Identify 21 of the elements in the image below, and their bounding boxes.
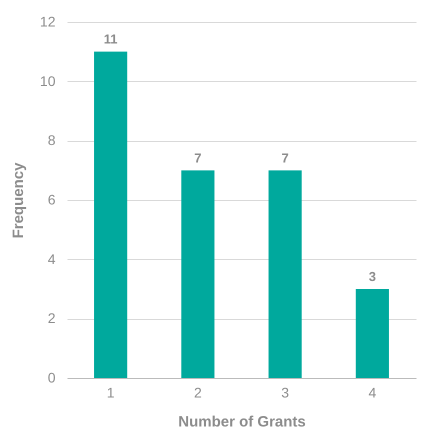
- y-tick-label: 6: [48, 192, 56, 208]
- x-tick-label: 2: [194, 384, 202, 400]
- bar: [94, 52, 128, 378]
- data-label: 7: [282, 150, 289, 166]
- x-tick-label: 4: [368, 384, 376, 400]
- data-label: 11: [104, 32, 118, 47]
- data-label: 7: [194, 150, 202, 166]
- bar: [356, 289, 389, 378]
- y-axis-title: Frequency: [10, 162, 27, 238]
- x-tick-label: 1: [106, 384, 115, 400]
- y-tick-label: 8: [48, 132, 56, 148]
- y-tick-label: 2: [48, 310, 56, 326]
- data-label: 3: [368, 269, 376, 284]
- x-axis-title: Number of Grants: [178, 414, 306, 430]
- y-tick-label: 12: [40, 14, 56, 30]
- bar: [181, 170, 214, 378]
- x-tick-label: 3: [281, 384, 290, 400]
- y-tick-label: 0: [48, 370, 56, 386]
- y-tick-label: 4: [48, 250, 56, 267]
- y-tick-label: 10: [40, 72, 56, 89]
- bar: [268, 170, 302, 378]
